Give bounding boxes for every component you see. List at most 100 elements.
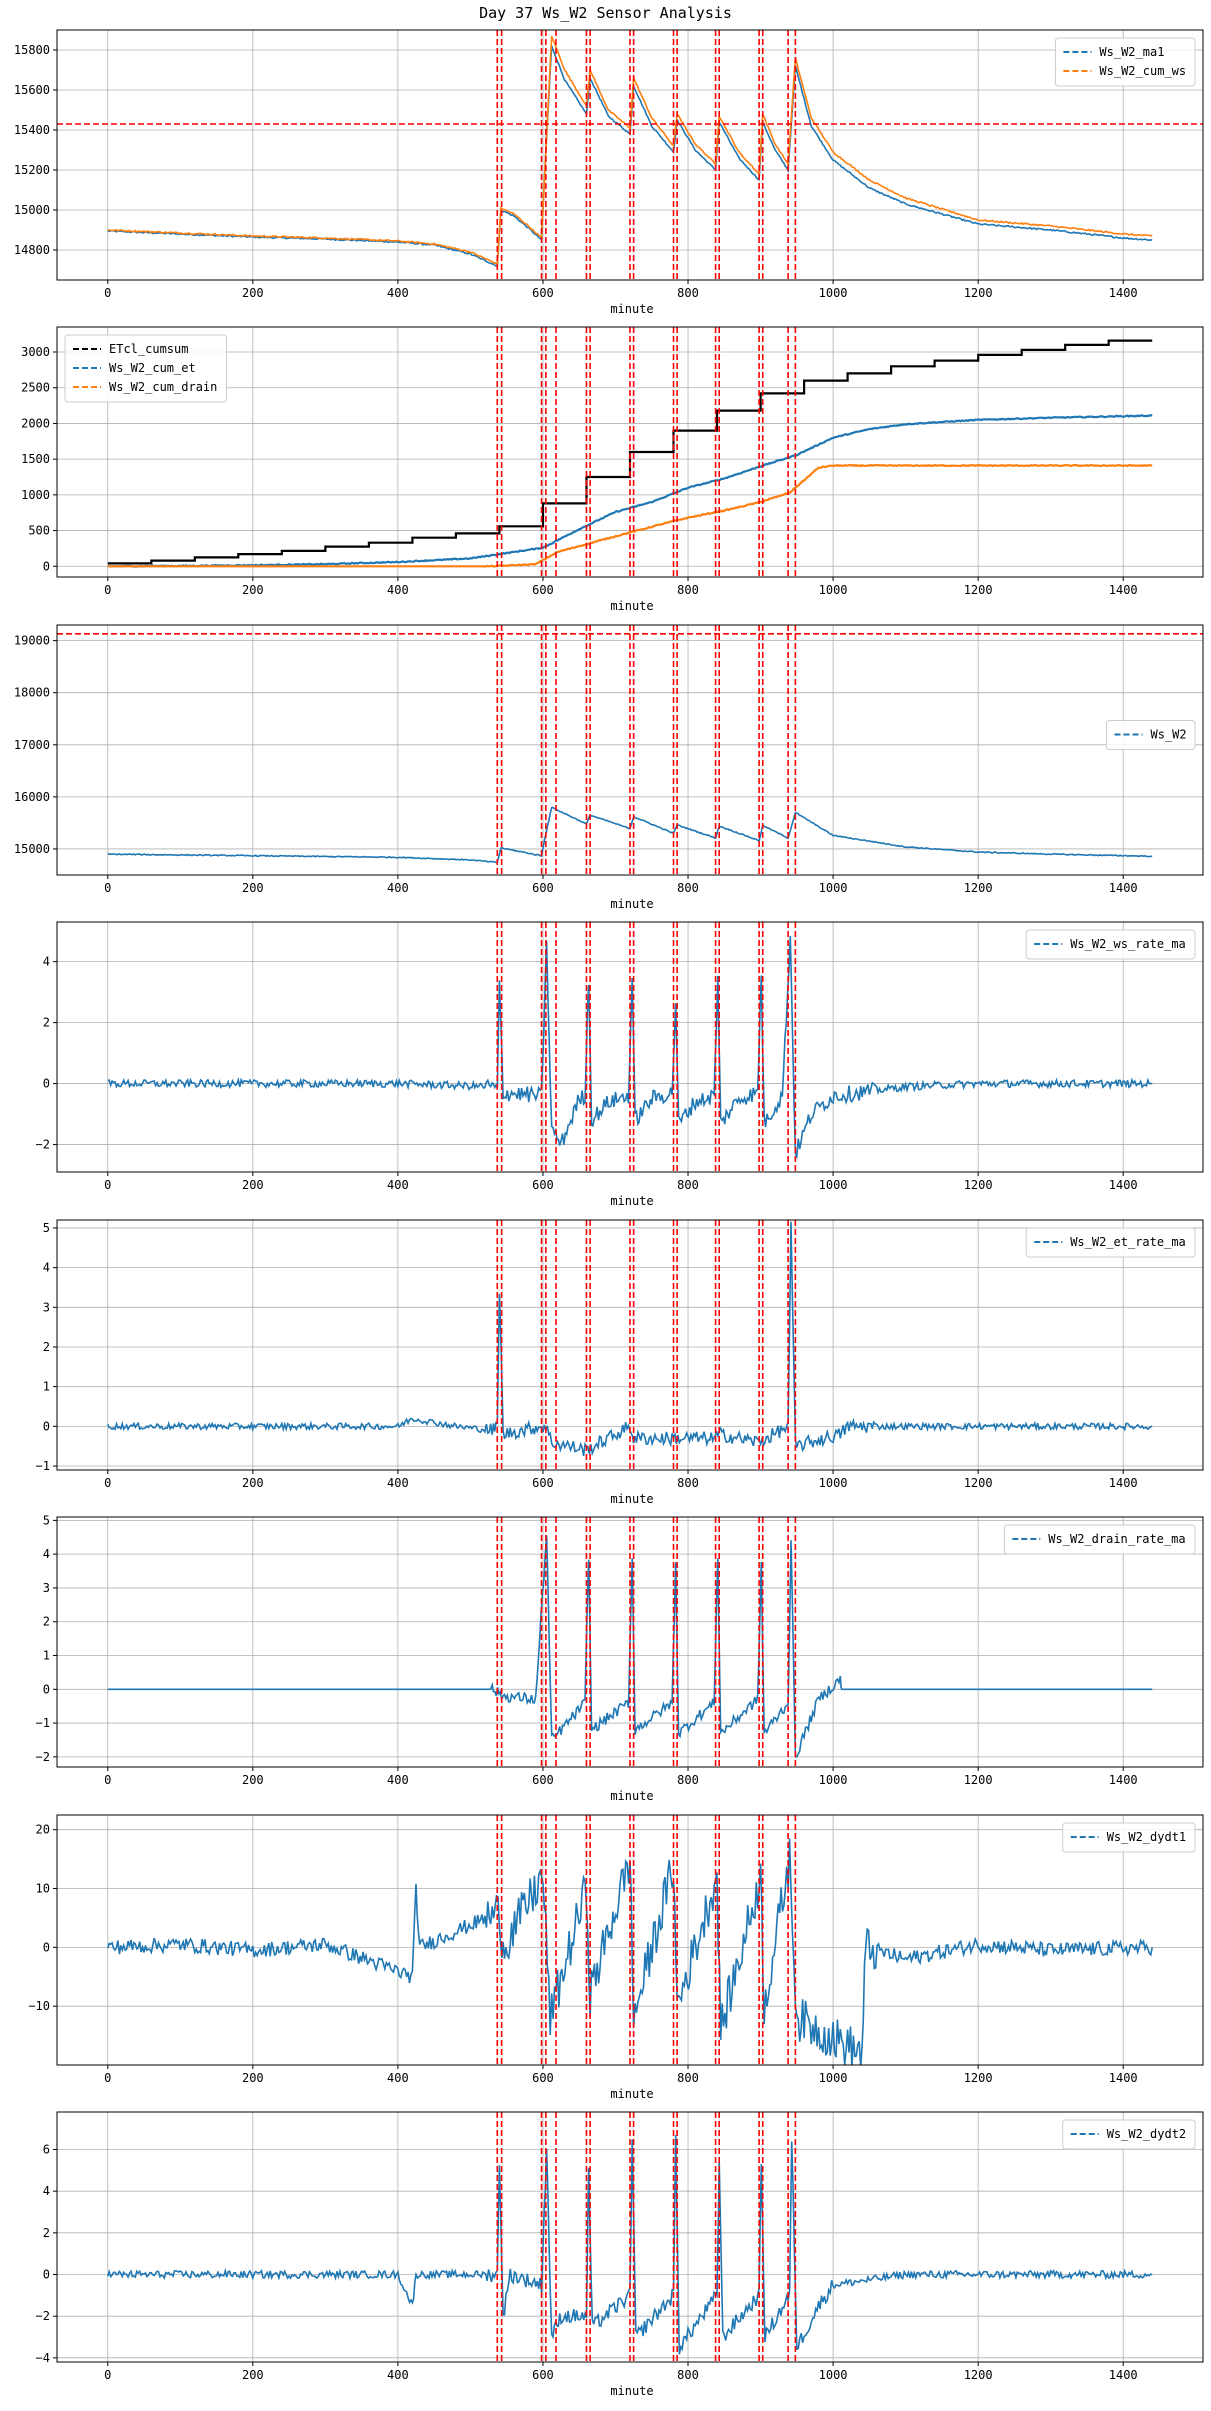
plot-area xyxy=(57,625,1203,875)
x-tick-label: 800 xyxy=(677,583,699,597)
y-tick-label: 6 xyxy=(43,2143,50,2157)
y-tick-label: 4 xyxy=(43,2184,50,2198)
y-tick-label: 2000 xyxy=(21,416,50,430)
x-tick-label: 200 xyxy=(242,583,264,597)
axes-frame xyxy=(56,1516,1204,1768)
x-tick-label: 600 xyxy=(532,2368,554,2382)
x-axis-label: minute xyxy=(610,897,653,911)
plot-area xyxy=(57,30,1203,280)
x-tick-label: 800 xyxy=(677,2368,699,2382)
legend: Ws_W2_ma1 Ws_W2_cum_ws xyxy=(1054,37,1196,87)
legend: Ws_W2_dydt1 xyxy=(1062,1822,1196,1853)
legend-label: Ws_W2_ma1 xyxy=(1099,45,1164,59)
x-tick-label: 0 xyxy=(104,286,111,300)
y-tick-label: 5 xyxy=(43,1513,50,1527)
x-tick-label: 1000 xyxy=(819,2368,848,2382)
x-axis-label: minute xyxy=(610,302,653,316)
chart-panel-7: 0 200 400 600 800 1000 1200 1400 −10 0 10 20 minute W… xyxy=(28,1814,1204,2101)
legend-box xyxy=(1025,929,1196,960)
x-tick-label: 800 xyxy=(677,2071,699,2085)
axes-frame xyxy=(56,1219,1204,1471)
y-tick-label: −2 xyxy=(36,1138,50,1152)
legend-label: Ws_W2_drain_rate_ma xyxy=(1048,1532,1185,1546)
x-tick-label: 600 xyxy=(532,1773,554,1787)
x-tick-label: 200 xyxy=(242,1773,264,1787)
x-tick-label: 800 xyxy=(677,1178,699,1192)
y-tick-label: 17000 xyxy=(14,738,50,752)
x-tick-label: 1200 xyxy=(964,286,993,300)
chart-panel-5: 0 200 400 600 800 1000 1200 1400 −1 0 1 2 3 4 5 minute W… xyxy=(36,1219,1204,1506)
x-tick-label: 1000 xyxy=(819,2071,848,2085)
y-tick-label: 3000 xyxy=(21,345,50,359)
axes-frame xyxy=(56,29,1204,281)
y-tick-label: 1 xyxy=(43,1380,50,1394)
series-line-Ws_W2_dydt1 xyxy=(107,1838,1153,2065)
y-tick-label: −10 xyxy=(28,1999,50,2013)
y-tick-label: 18000 xyxy=(14,686,50,700)
chart-panel-1: 0 200 400 600 800 1000 1200 1400 14800 15000 15200… xyxy=(14,29,1204,316)
legend-box xyxy=(1003,1524,1196,1555)
axes-frame xyxy=(56,921,1204,1173)
x-tick-label: 400 xyxy=(387,1773,409,1787)
x-tick-label: 600 xyxy=(532,286,554,300)
x-tick-label: 600 xyxy=(532,1178,554,1192)
axes-frame xyxy=(56,1814,1204,2066)
x-tick-label: 1200 xyxy=(964,1476,993,1490)
x-tick-label: 1400 xyxy=(1109,583,1138,597)
y-tick-label: 0 xyxy=(43,1682,50,1696)
plot-area xyxy=(107,2112,1153,2362)
legend-label: Ws_W2_cum_drain xyxy=(109,380,217,394)
legend: Ws_W2_ws_rate_ma xyxy=(1025,929,1196,960)
y-tick-label: 15600 xyxy=(14,83,50,97)
y-tick-label: 3 xyxy=(43,1581,50,1595)
y-tick-label: −1 xyxy=(36,1716,50,1730)
y-tick-label: 2 xyxy=(43,1340,50,1354)
legend: Ws_W2_et_rate_ma xyxy=(1025,1227,1196,1258)
plot-area xyxy=(107,1815,1153,2065)
legend: ETcl_cumsum Ws_W2_cum_et Ws_W2_cum_drain xyxy=(64,334,227,403)
y-tick-label: 2 xyxy=(43,1615,50,1629)
y-tick-label: 14800 xyxy=(14,243,50,257)
x-tick-label: 1200 xyxy=(964,881,993,895)
chart-panel-4: 0 200 400 600 800 1000 1200 1400 −2 0 2 4 minute Ws_W… xyxy=(36,921,1204,1208)
y-tick-label: 2 xyxy=(43,2226,50,2240)
x-tick-label: 1400 xyxy=(1109,881,1138,895)
y-tick-label: 2 xyxy=(43,1016,50,1030)
y-tick-label: 4 xyxy=(43,1261,50,1275)
x-axis-label: minute xyxy=(610,599,653,613)
x-tick-label: 200 xyxy=(242,2368,264,2382)
x-tick-label: 1200 xyxy=(964,1773,993,1787)
x-tick-label: 0 xyxy=(104,1178,111,1192)
x-axis-label: minute xyxy=(610,1194,653,1208)
x-tick-label: 1400 xyxy=(1109,2368,1138,2382)
chart-panel-2: 0 200 400 600 800 1000 1200 1400 0 500 1000 1500 200… xyxy=(21,326,1204,613)
x-tick-label: 400 xyxy=(387,1178,409,1192)
legend-box xyxy=(1106,720,1196,750)
y-tick-label: 15000 xyxy=(14,203,50,217)
x-tick-label: 600 xyxy=(532,2071,554,2085)
x-tick-label: 400 xyxy=(387,2071,409,2085)
x-tick-label: 1000 xyxy=(819,1178,848,1192)
y-tick-label: 15000 xyxy=(14,842,50,856)
x-tick-label: 400 xyxy=(387,881,409,895)
y-tick-label: 10 xyxy=(36,1882,50,1896)
chart-panel-3: 0 200 400 600 800 1000 1200 1400 15000 16000 17000… xyxy=(14,624,1204,911)
x-tick-label: 200 xyxy=(242,2071,264,2085)
x-tick-label: 1000 xyxy=(819,286,848,300)
y-tick-label: 1000 xyxy=(21,488,50,502)
y-tick-label: −1 xyxy=(36,1459,50,1473)
x-tick-label: 800 xyxy=(677,1476,699,1490)
y-tick-label: 0 xyxy=(43,1077,50,1091)
legend-label: Ws_W2_cum_ws xyxy=(1099,64,1186,78)
x-tick-label: 1200 xyxy=(964,1178,993,1192)
chart-panel-8: 0 200 400 600 800 1000 1200 1400 −4 −2 0 2 4 6 minute W… xyxy=(36,2111,1204,2398)
y-tick-label: 20 xyxy=(36,1823,50,1837)
chart-panel-6: 0 200 400 600 800 1000 1200 1400 −2 −1 0 1 2 3 4 5 minut… xyxy=(36,1513,1204,1803)
x-axis-label: minute xyxy=(610,2384,653,2398)
axes-frame xyxy=(56,624,1204,876)
x-tick-label: 1000 xyxy=(819,1773,848,1787)
legend-label: Ws_W2_ws_rate_ma xyxy=(1070,937,1186,951)
plot-area xyxy=(107,327,1153,577)
legend-label: ETcl_cumsum xyxy=(109,342,188,356)
